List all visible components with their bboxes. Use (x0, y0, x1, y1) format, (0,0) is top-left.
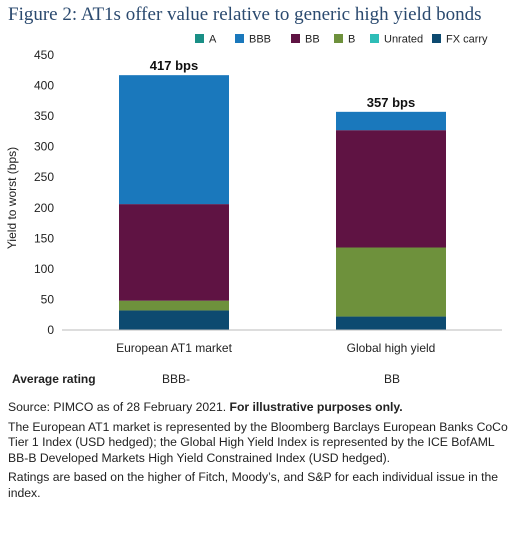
x-tick-label: Global high yield (347, 341, 436, 355)
y-axis-label: Yield to worst (bps) (5, 147, 19, 249)
y-axis: 0 50 100 150 200 250 300 350 400 450 (34, 48, 54, 337)
source-text: Source: PIMCO as of 28 February 2021. (8, 400, 230, 414)
illustrative-note: For illustrative purposes only. (229, 400, 403, 414)
average-rating-european-at1: BBB- (161, 372, 190, 386)
bar-segment-b (336, 247, 446, 317)
bar-segment-bbb (336, 111, 446, 131)
bar-segment-bb (119, 204, 229, 301)
bar-total-label: 417 bps (150, 58, 198, 73)
y-tick-label: 0 (47, 323, 54, 337)
legend-swatch (432, 34, 441, 43)
source-note: Source: PIMCO as of 28 February 2021. Fo… (8, 400, 508, 416)
bar-segment-fx-carry (336, 316, 446, 330)
legend: A BBB BB B Unrated FX carry (195, 34, 488, 46)
footnotes: Source: PIMCO as of 28 February 2021. Fo… (8, 400, 508, 505)
legend-swatch (370, 34, 379, 43)
legend-label: B (348, 34, 355, 46)
bar-segment-bbb (119, 75, 229, 205)
bars: 417 bps 357 bps (119, 58, 446, 330)
legend-label: A (209, 34, 217, 46)
y-tick-label: 250 (34, 170, 54, 184)
y-tick-label: 350 (34, 109, 54, 123)
legend-swatch (291, 34, 300, 43)
average-rating-row: Average rating BBB- BB (0, 372, 512, 390)
legend-label: BB (305, 34, 320, 46)
legend-swatch (235, 34, 244, 43)
legend-label: BBB (249, 34, 271, 46)
ratings-note: Ratings are based on the higher of Fitch… (8, 470, 499, 500)
bar-segment-b (119, 300, 229, 311)
legend-swatch (195, 34, 204, 43)
bar-total-label: 357 bps (367, 95, 415, 110)
bar-segment-fx-carry (119, 310, 229, 330)
index-note: The European AT1 market is represented b… (8, 419, 508, 465)
y-tick-label: 200 (34, 201, 54, 215)
legend-label: FX carry (446, 34, 488, 46)
y-tick-label: 150 (34, 231, 54, 245)
x-tick-label: European AT1 market (116, 341, 233, 355)
y-tick-label: 300 (34, 140, 54, 154)
y-tick-label: 400 (34, 79, 54, 93)
bar-segment-bb (336, 130, 446, 248)
legend-label: Unrated (384, 34, 423, 46)
stacked-bar-chart: A BBB BB B Unrated FX carry 05010015020025030… (5, 34, 502, 355)
chart-title: Figure 2: AT1s offer value relative to g… (8, 4, 482, 25)
average-rating-global-hy: BB (383, 372, 400, 386)
legend-swatch (334, 34, 343, 43)
average-rating-label: Average rating (12, 372, 96, 386)
y-tick-label: 50 (41, 292, 55, 306)
y-tick-label: 450 (34, 48, 54, 62)
y-tick-label: 100 (34, 262, 54, 276)
x-axis-labels: European AT1 market Global high yield (116, 341, 435, 355)
